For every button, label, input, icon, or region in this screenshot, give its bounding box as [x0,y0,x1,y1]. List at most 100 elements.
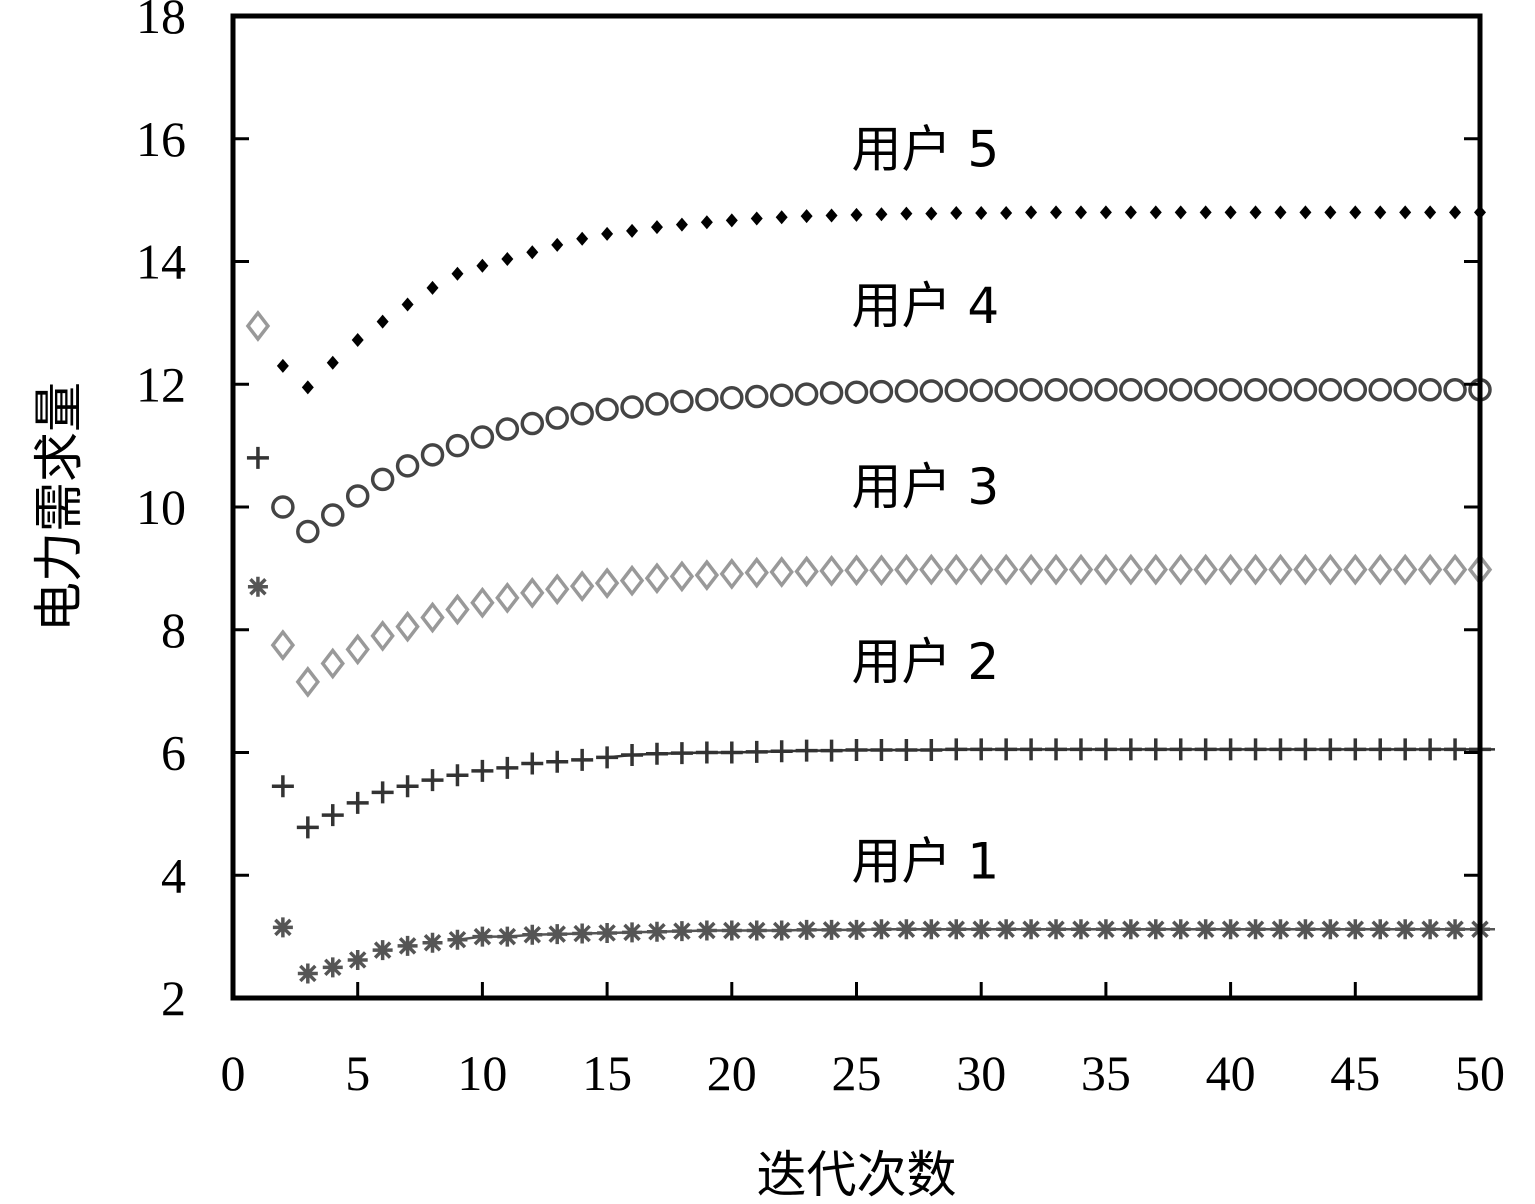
data-point [576,231,589,246]
data-point [771,920,792,941]
data-point [297,963,318,984]
x-tick-label: 10 [457,1045,507,1101]
data-point [1295,919,1316,940]
data-point [968,553,994,586]
data-point [870,739,893,762]
data-point [371,781,394,804]
data-point [671,921,692,942]
data-point [345,484,370,508]
data-point [1268,553,1293,586]
data-point [1119,378,1143,402]
data-point [545,406,569,430]
data-point [1249,205,1262,220]
data-point [1318,378,1343,402]
data-point [820,739,843,762]
series-5 [276,205,1486,395]
y-tick-label: 12 [136,356,186,412]
data-point [995,738,1018,761]
series-label-3: 用户 3 [852,458,1000,516]
data-point [1194,738,1217,761]
data-point [770,740,793,763]
data-point [1118,553,1144,586]
data-point [572,923,593,944]
data-point [696,920,717,941]
x-tick-label: 40 [1206,1045,1256,1101]
data-point [971,919,992,940]
data-point [596,746,619,769]
data-point [1045,738,1068,761]
data-point [996,919,1017,940]
series-label-2: 用户 4 [852,277,1000,335]
data-point [720,741,743,764]
data-point [695,741,718,764]
data-point [845,739,868,762]
data-point [470,586,495,619]
data-point [700,215,713,230]
data-point [1168,553,1193,586]
data-point [794,382,819,406]
data-point [894,379,919,403]
data-point [925,206,938,221]
data-point [1320,919,1341,940]
data-point [597,922,618,943]
data-point [1193,378,1218,402]
data-point [1094,738,1117,761]
data-point [295,666,321,698]
data-point [395,454,420,478]
data-point [1025,205,1038,220]
data-point [1395,919,1416,940]
data-point [370,620,395,652]
data-point [670,389,694,414]
data-point [1220,919,1241,940]
y-tick-label: 10 [136,479,186,535]
data-point [1021,919,1042,940]
data-point [750,211,763,226]
labels-layer: 用户 5 用户 4 用户 3 用户 2 用户 1 [852,120,1000,890]
data-point [619,564,645,597]
data-point [1170,919,1191,940]
data-point [846,919,867,940]
data-point [451,266,464,281]
data-point [497,926,518,947]
data-point [796,919,817,940]
series-label-4: 用户 2 [852,633,1000,691]
data-point [1094,378,1118,402]
data-point [351,333,364,348]
data-point [1399,205,1412,220]
data-point [1093,553,1119,586]
data-point [594,567,620,599]
data-point [1299,205,1312,220]
data-point [1244,738,1267,761]
data-point [1143,553,1168,586]
x-tick-label: 0 [221,1045,246,1101]
data-point [769,383,794,408]
data-point [1449,205,1462,220]
data-point [1218,378,1243,402]
data-point [521,752,544,775]
x-tick-label: 25 [832,1045,882,1101]
data-point [744,384,769,409]
series-4 [271,378,1492,544]
data-point [270,629,296,661]
data-point [445,433,470,458]
data-point [569,570,595,603]
data-point [745,740,768,763]
data-point [445,593,470,626]
data-point [746,920,767,941]
data-point [495,417,520,441]
data-point [1074,205,1087,220]
data-point [1444,738,1467,761]
data-point [894,553,919,586]
data-point [421,769,444,792]
data-point [1124,205,1137,220]
data-point [1119,738,1142,761]
data-point [246,446,269,469]
data-point [1145,919,1166,940]
data-point [944,553,969,586]
data-point [819,381,844,405]
data-point [670,742,693,765]
data-point [276,358,289,373]
data-point [1174,205,1187,220]
data-point [1019,378,1043,402]
